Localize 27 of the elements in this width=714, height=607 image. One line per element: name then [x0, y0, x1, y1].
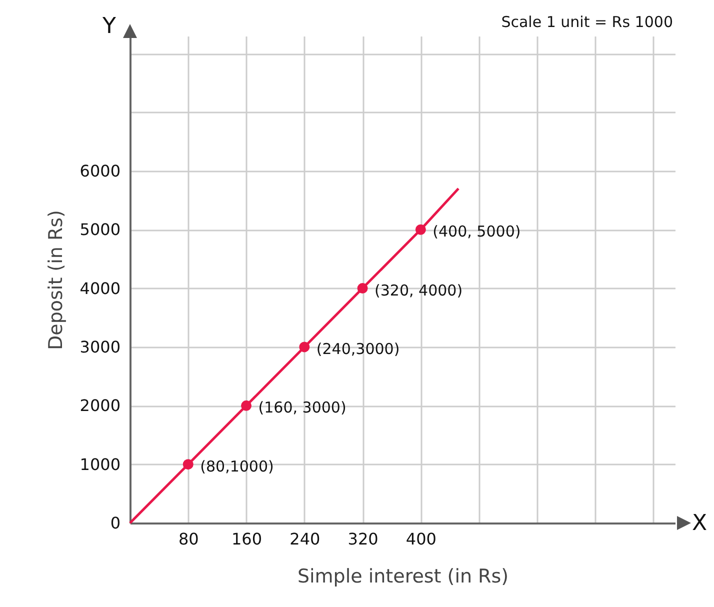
text: Scale 1 unit = Rs 1000 [501, 13, 673, 31]
point [182, 459, 194, 470]
y-axis-title: Deposit (in Rs) [44, 210, 67, 350]
point [241, 400, 252, 411]
x-tick-label: 400 [406, 530, 436, 548]
point [415, 224, 426, 235]
y-tick-label: 6000 [80, 161, 120, 180]
y-tick-label: 5000 [80, 220, 120, 240]
x-tick-label: 240 [290, 530, 320, 548]
point [357, 283, 368, 294]
annotation: (400, 5000) [432, 222, 521, 241]
y-tick-label: 0 [110, 514, 120, 532]
y-tick-label: 4000 [80, 278, 120, 298]
text: X [692, 511, 708, 536]
annotation: (320, 4000) [374, 281, 463, 300]
y-tick-label: 1000 [80, 454, 120, 474]
x-tick-label: 160 [231, 530, 262, 548]
annotation: (240,3000) [316, 340, 400, 358]
y-tick-label: 2000 [80, 396, 120, 416]
annotation: (80,1000) [200, 457, 274, 476]
x-tick-label: 80 [178, 530, 199, 548]
text: Y [102, 14, 117, 39]
x-axis-title: Simple interest (in Rs) [297, 566, 509, 588]
annotation: (160, 3000) [258, 398, 346, 417]
point [299, 342, 310, 352]
y-tick-label: 3000 [80, 337, 120, 356]
x-tick-label: 320 [348, 530, 378, 548]
